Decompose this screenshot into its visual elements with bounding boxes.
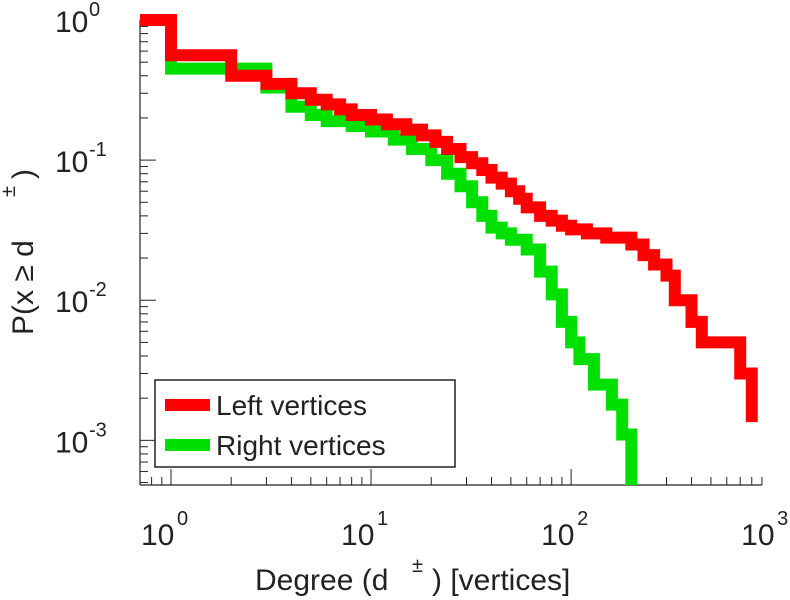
- y-tick-label-base: 10: [55, 426, 88, 459]
- series-layer: [140, 14, 758, 485]
- y-tick-label-exp: -2: [89, 279, 107, 301]
- y-tick-label-exp: -3: [89, 419, 107, 441]
- x-tick-label-base: 10: [341, 519, 374, 552]
- x-tick-label-exp: 3: [777, 508, 788, 530]
- x-tick-label-exp: 2: [577, 508, 588, 530]
- x-tick-label-exp: 1: [377, 508, 388, 530]
- series-line-right-vertices: [140, 14, 638, 485]
- y-tick-label-base: 10: [55, 146, 88, 179]
- x-tick-label-exp: 0: [177, 508, 188, 530]
- legend-label-right-vertices: Right vertices: [216, 430, 386, 461]
- legend-box: [154, 379, 456, 468]
- y-tick-label-base: 10: [55, 6, 88, 39]
- legend: Left vertices Right vertices: [154, 379, 456, 468]
- y-axis-label-main: P(x ≥ d: [7, 240, 40, 335]
- x-tick-label-base: 10: [141, 519, 174, 552]
- x-axis-label: Degree (d ± ) [vertices]: [255, 555, 570, 597]
- legend-label-left-vertices: Left vertices: [216, 390, 367, 421]
- axes: 10 0 10 1 10 2 10 310 010 -110 -210 -3: [55, 0, 788, 552]
- y-axis-label-sup: ±: [0, 186, 20, 197]
- y-axis-label: P(x ≥ d ± ): [0, 169, 40, 335]
- y-axis-label-rest: ): [7, 169, 40, 179]
- x-tick-label-base: 10: [541, 519, 574, 552]
- x-axis-label-sup: ±: [412, 555, 423, 577]
- y-tick-label-exp: -1: [89, 139, 107, 161]
- y-tick-label-base: 10: [55, 286, 88, 319]
- x-axis-label-main: Degree (d: [255, 564, 388, 597]
- y-tick-label-exp: 0: [89, 0, 100, 21]
- x-tick-label-base: 10: [741, 519, 774, 552]
- x-axis-label-rest: ) [vertices]: [432, 564, 570, 597]
- series-line-left-vertices: [140, 14, 758, 423]
